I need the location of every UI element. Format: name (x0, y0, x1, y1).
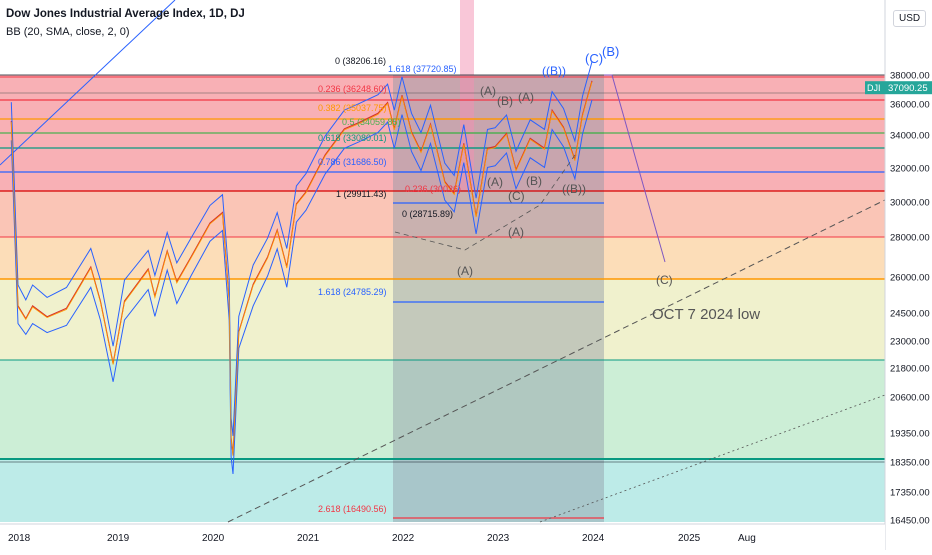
y-tick-label: 26000.00 (890, 273, 930, 284)
trendline (0, 0, 176, 166)
wave-label: (B) (602, 44, 619, 59)
wave-label: (C) (585, 51, 603, 66)
x-tick-label: 2023 (487, 533, 510, 544)
wave-label: (A) (480, 84, 496, 98)
fib-label: 0.618 (33080.01) (318, 133, 387, 143)
wave-label: ((B)) (542, 64, 566, 78)
inner-fib-label: 0 (28715.89) (402, 209, 453, 219)
wave-label: (A) (518, 90, 534, 104)
fib-label: 0.236 (36248.60) (318, 84, 387, 94)
fib-zone-band (0, 459, 885, 522)
price-tag-value: 37090.25 (888, 83, 928, 94)
y-tick-label: 20600.00 (890, 393, 930, 404)
symbol-tag-label: DJI (867, 83, 881, 93)
fib-label: 0 (38206.16) (335, 56, 386, 66)
support-trendline (227, 199, 886, 523)
x-tick-label: 2018 (8, 533, 31, 544)
y-tick-label: 19350.00 (890, 429, 930, 440)
fib-zone-band (0, 360, 885, 459)
support-trendline-2 (539, 394, 886, 523)
fib-label: 1 (29911.43) (336, 189, 386, 199)
time-axis-panel (0, 524, 885, 550)
bollinger-basis (10, 81, 593, 456)
fib-zone-band (0, 191, 885, 237)
fib-label: 1.618 (24785.29) (318, 287, 387, 297)
x-tick-label: 2020 (202, 533, 225, 544)
y-tick-label: 28000.00 (890, 233, 930, 244)
inner-fib-label: 0.236 (30026) (405, 184, 461, 194)
inner-fib-label: 1.618 (37720.85) (388, 64, 457, 74)
wave-label: (C) (508, 189, 525, 203)
wave-label: ((B)) (562, 182, 586, 196)
bollinger-upper (10, 61, 593, 436)
y-tick-label: 21800.00 (890, 364, 930, 375)
y-tick-label: 30000.00 (890, 198, 930, 209)
x-tick-label: 2025 (678, 533, 701, 544)
symbol-tag (865, 81, 885, 95)
price-tag (885, 81, 932, 95)
y-tick-label: 32000.00 (890, 164, 930, 175)
x-tick-label: 2022 (392, 533, 415, 544)
currency-label[interactable]: USD (893, 10, 927, 27)
annotation-oct-low: OCT 7 2024 low (652, 306, 760, 323)
wave-path-dashed (394, 154, 576, 251)
y-tick-label: 36000.00 (890, 100, 930, 111)
wave-label: (B) (497, 94, 513, 108)
x-tick-label: 2021 (297, 533, 320, 544)
wave-label: (B) (526, 174, 542, 188)
indicator-legend[interactable]: BB (20, SMA, close, 2, 0) (6, 26, 130, 38)
bollinger-lower (10, 99, 593, 475)
wave-projection (604, 74, 666, 263)
fib-label: 0.786 (31686.50) (318, 157, 387, 167)
y-tick-label: 18350.00 (890, 458, 930, 469)
fib-label: 2.618 (16490.56) (318, 504, 387, 514)
y-tick-label: 16450.00 (890, 516, 930, 527)
wave-label: (A) (508, 225, 524, 239)
y-tick-label: 24500.00 (890, 309, 930, 320)
chart-title: Dow Jones Industrial Average Index, 1D, … (6, 8, 245, 20)
wave-label: (A) (457, 264, 473, 278)
x-tick-label: 2024 (582, 533, 605, 544)
highlight-stripe (460, 0, 474, 190)
fib-zone-band (0, 279, 885, 360)
y-tick-label: 38000.00 (890, 71, 930, 82)
y-tick-label: 17350.00 (890, 488, 930, 499)
x-tick-label: Aug (738, 533, 756, 544)
y-tick-label: 23000.00 (890, 337, 930, 348)
x-tick-label: 2019 (107, 533, 130, 544)
wave-label: (C) (656, 273, 673, 287)
wave-label: (A) (487, 175, 503, 189)
fib-label: 0.382 (35037.75) (318, 103, 387, 113)
fib-label: 0.5 (34059.85) (342, 117, 401, 127)
y-tick-label: 34000.00 (890, 131, 930, 142)
